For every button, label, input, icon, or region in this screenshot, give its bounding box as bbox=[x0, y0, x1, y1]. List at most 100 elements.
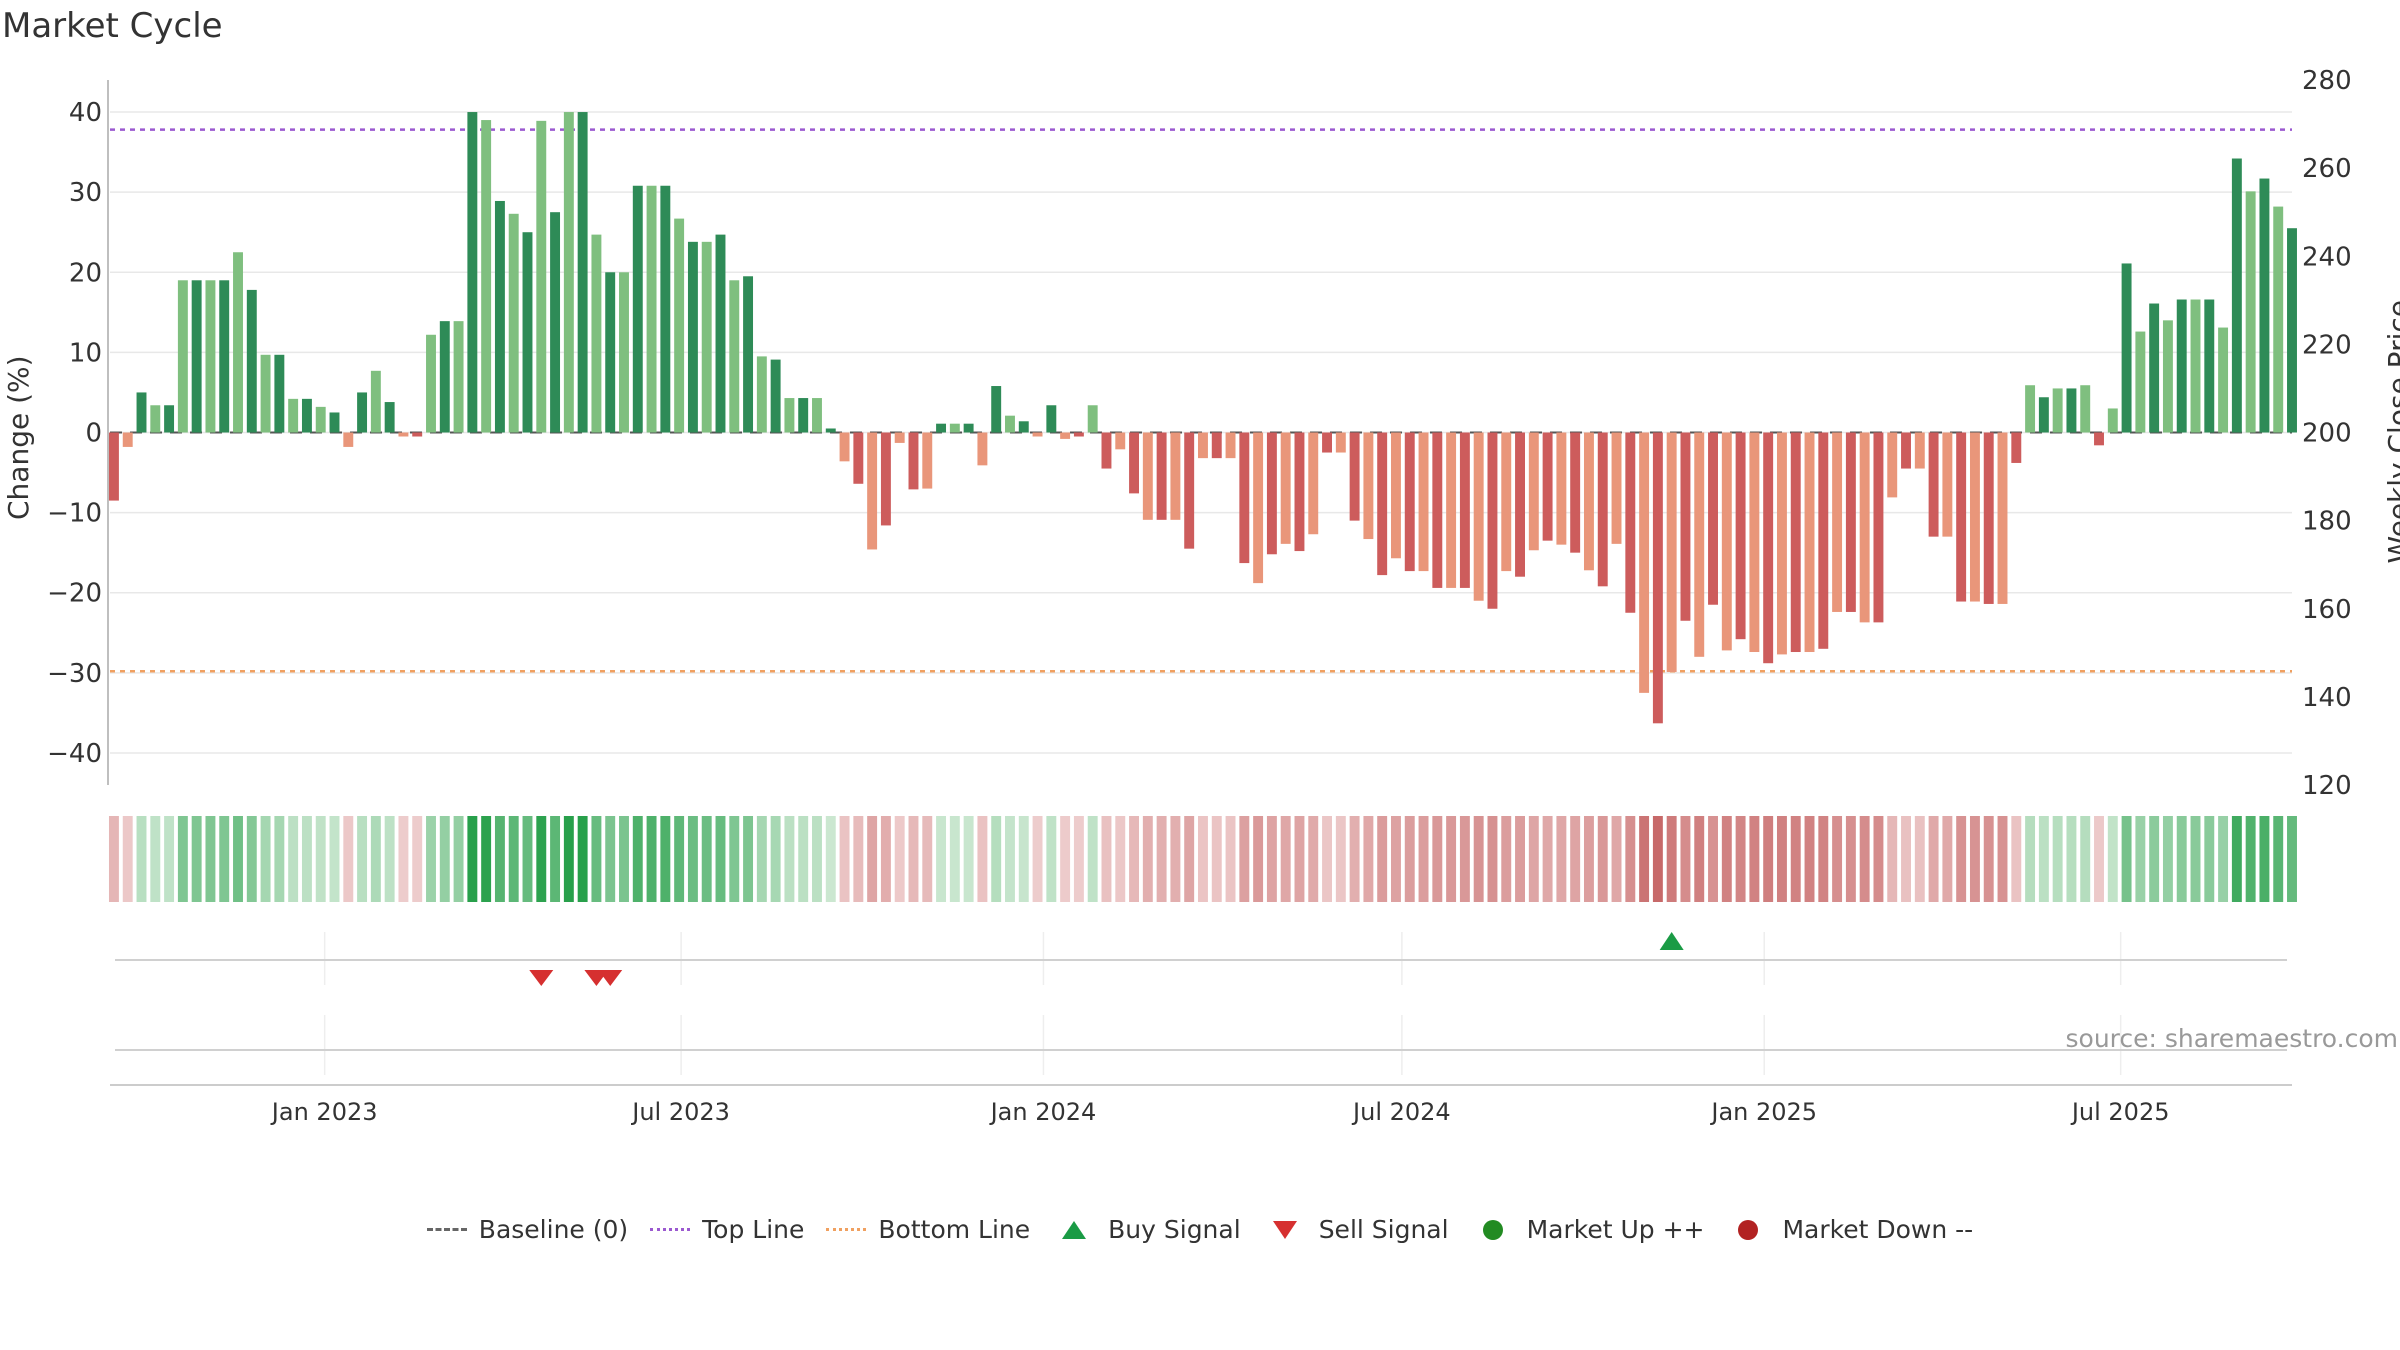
bar bbox=[1983, 432, 1994, 604]
bar bbox=[1845, 432, 1856, 612]
bar bbox=[1832, 432, 1843, 612]
heat-cell bbox=[357, 816, 368, 902]
heat-cell bbox=[646, 816, 657, 902]
bar bbox=[191, 280, 202, 433]
bar bbox=[977, 432, 988, 466]
legend-top-line[interactable]: Top Line bbox=[650, 1215, 804, 1244]
bar bbox=[1969, 432, 1980, 602]
legend-bottom-line[interactable]: Bottom Line bbox=[826, 1215, 1030, 1244]
bar bbox=[1308, 432, 1319, 535]
heat-cell bbox=[1914, 816, 1925, 902]
bar bbox=[122, 432, 133, 447]
heat-cell bbox=[798, 816, 809, 902]
heat-cell bbox=[563, 816, 574, 902]
heat-cell bbox=[1969, 816, 1980, 902]
heat-cell bbox=[343, 816, 354, 902]
heat-cell bbox=[1611, 816, 1622, 902]
bar bbox=[1487, 432, 1498, 609]
bar bbox=[715, 234, 726, 433]
heat-cell bbox=[398, 816, 409, 902]
legend-market-up[interactable]: Market Up ++ bbox=[1471, 1215, 1704, 1244]
bar bbox=[1652, 432, 1663, 724]
bar bbox=[812, 398, 822, 433]
heat-cell bbox=[2259, 816, 2270, 902]
heat-cell bbox=[687, 816, 698, 902]
bar bbox=[412, 432, 423, 437]
heat-cell bbox=[1776, 816, 1787, 902]
bar bbox=[1735, 432, 1746, 640]
bar bbox=[646, 185, 657, 433]
bar bbox=[2176, 299, 2187, 433]
bar bbox=[1211, 432, 1222, 459]
heat-cell bbox=[812, 816, 822, 902]
bar bbox=[2080, 385, 2091, 433]
bar bbox=[1032, 432, 1043, 437]
y-tick-label-left: −40 bbox=[47, 739, 102, 769]
bar bbox=[674, 218, 685, 433]
bar bbox=[1804, 432, 1815, 653]
y-tick-label-left: −20 bbox=[47, 579, 102, 609]
y-tick-label-right: 260 bbox=[2302, 154, 2352, 184]
heat-cell bbox=[384, 816, 395, 902]
bar bbox=[2190, 299, 2201, 433]
bar bbox=[1666, 432, 1677, 673]
bar bbox=[1239, 432, 1250, 564]
heat-cell bbox=[1335, 816, 1346, 902]
heat-cell bbox=[136, 816, 147, 902]
dotted-line-icon bbox=[826, 1228, 867, 1231]
legend-baseline[interactable]: Baseline (0) bbox=[426, 1215, 628, 1244]
heat-cell bbox=[1983, 816, 1994, 902]
bar bbox=[1928, 432, 1939, 537]
bar bbox=[1156, 432, 1167, 520]
bar bbox=[398, 432, 409, 437]
bar bbox=[315, 406, 326, 433]
heat-cell bbox=[301, 816, 312, 902]
triangle-down-icon bbox=[1272, 1220, 1297, 1239]
heat-cell bbox=[108, 816, 119, 902]
source-credit: source: sharemaestro.com bbox=[2065, 1024, 2399, 1053]
circle-icon bbox=[1482, 1219, 1503, 1240]
heat-cell bbox=[1928, 816, 1939, 902]
bar bbox=[867, 432, 878, 550]
legend-label: Top Line bbox=[702, 1215, 805, 1244]
bar bbox=[2107, 408, 2118, 433]
heat-cell bbox=[1942, 816, 1953, 902]
bar bbox=[2231, 158, 2242, 433]
legend-market-down[interactable]: Market Down -- bbox=[1726, 1215, 1973, 1244]
bar bbox=[1459, 432, 1470, 588]
bar bbox=[2218, 327, 2229, 433]
bar bbox=[2052, 388, 2063, 433]
bar bbox=[1776, 432, 1787, 655]
bar bbox=[108, 432, 119, 501]
heat-cell bbox=[1639, 816, 1650, 902]
bar bbox=[660, 185, 671, 433]
triangle-up-icon bbox=[1062, 1220, 1087, 1239]
bar bbox=[605, 272, 616, 433]
legend-buy-signal[interactable]: Buy Signal bbox=[1052, 1215, 1241, 1244]
bar bbox=[301, 398, 312, 433]
x-tick-label: Jan 2024 bbox=[989, 1098, 1097, 1126]
heat-cell bbox=[825, 816, 836, 902]
bar bbox=[1432, 432, 1443, 588]
y-tick-label-right: 280 bbox=[2302, 66, 2352, 96]
heat-cell bbox=[1115, 816, 1126, 902]
heat-cell bbox=[122, 816, 133, 902]
y-tick-label-right: 140 bbox=[2302, 683, 2352, 713]
heat-cell bbox=[701, 816, 712, 902]
heat-cell bbox=[1418, 816, 1429, 902]
heat-cell bbox=[1652, 816, 1663, 902]
bar bbox=[1363, 432, 1374, 540]
heat-cell bbox=[1404, 816, 1415, 902]
bar bbox=[426, 334, 436, 433]
bar bbox=[1556, 432, 1567, 545]
heat-cell bbox=[1721, 816, 1732, 902]
heat-cell bbox=[1666, 816, 1677, 902]
heat-cell bbox=[481, 816, 492, 902]
bar bbox=[1639, 432, 1650, 693]
bar bbox=[2135, 331, 2146, 433]
y-tick-label-left: −10 bbox=[47, 499, 102, 529]
legend-sell-signal[interactable]: Sell Signal bbox=[1263, 1215, 1449, 1244]
bar bbox=[2259, 178, 2270, 433]
heat-cell bbox=[205, 816, 216, 902]
bar bbox=[384, 402, 395, 433]
